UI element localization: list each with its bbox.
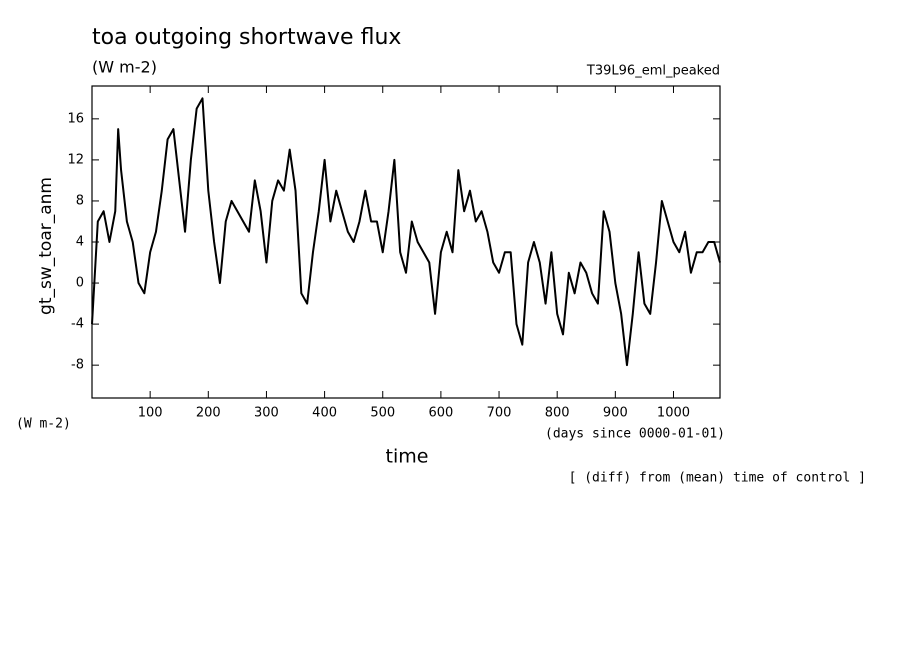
y-tick-label: -8 — [71, 358, 84, 373]
x-axis-label: time — [386, 446, 429, 468]
y-tick-label: 0 — [76, 276, 84, 291]
x-tick-label: 800 — [545, 406, 570, 421]
x-tick-label: 600 — [428, 406, 453, 421]
x-tick-label: 1000 — [657, 406, 690, 421]
x-tick-label: 100 — [138, 406, 163, 421]
y-tick-label: 12 — [67, 152, 84, 167]
note: [ (diff) from (mean) time of control ] — [569, 471, 866, 486]
x-tick-label: 900 — [603, 406, 628, 421]
x-tick-label: 700 — [487, 406, 512, 421]
y-tick-label: 4 — [76, 235, 84, 250]
y-tick-label: 8 — [76, 193, 84, 208]
run-label: T39L96_eml_peaked — [586, 64, 720, 79]
units-label: (W m-2) — [16, 417, 71, 432]
x-units-label: (days since 0000-01-01) — [545, 427, 725, 442]
x-tick-label: 400 — [312, 406, 337, 421]
x-tick-label: 200 — [196, 406, 221, 421]
x-tick-label: 500 — [370, 406, 395, 421]
x-tick-label: 300 — [254, 406, 279, 421]
y-axis-label: gt_sw_toar_anm — [36, 177, 56, 315]
chart-subtitle: (W m-2) — [92, 58, 157, 77]
y-tick-label: -4 — [71, 317, 84, 332]
data-line — [91, 97, 721, 367]
chart-title: toa outgoing shortwave flux — [92, 25, 401, 50]
y-tick-label: 16 — [67, 111, 84, 126]
